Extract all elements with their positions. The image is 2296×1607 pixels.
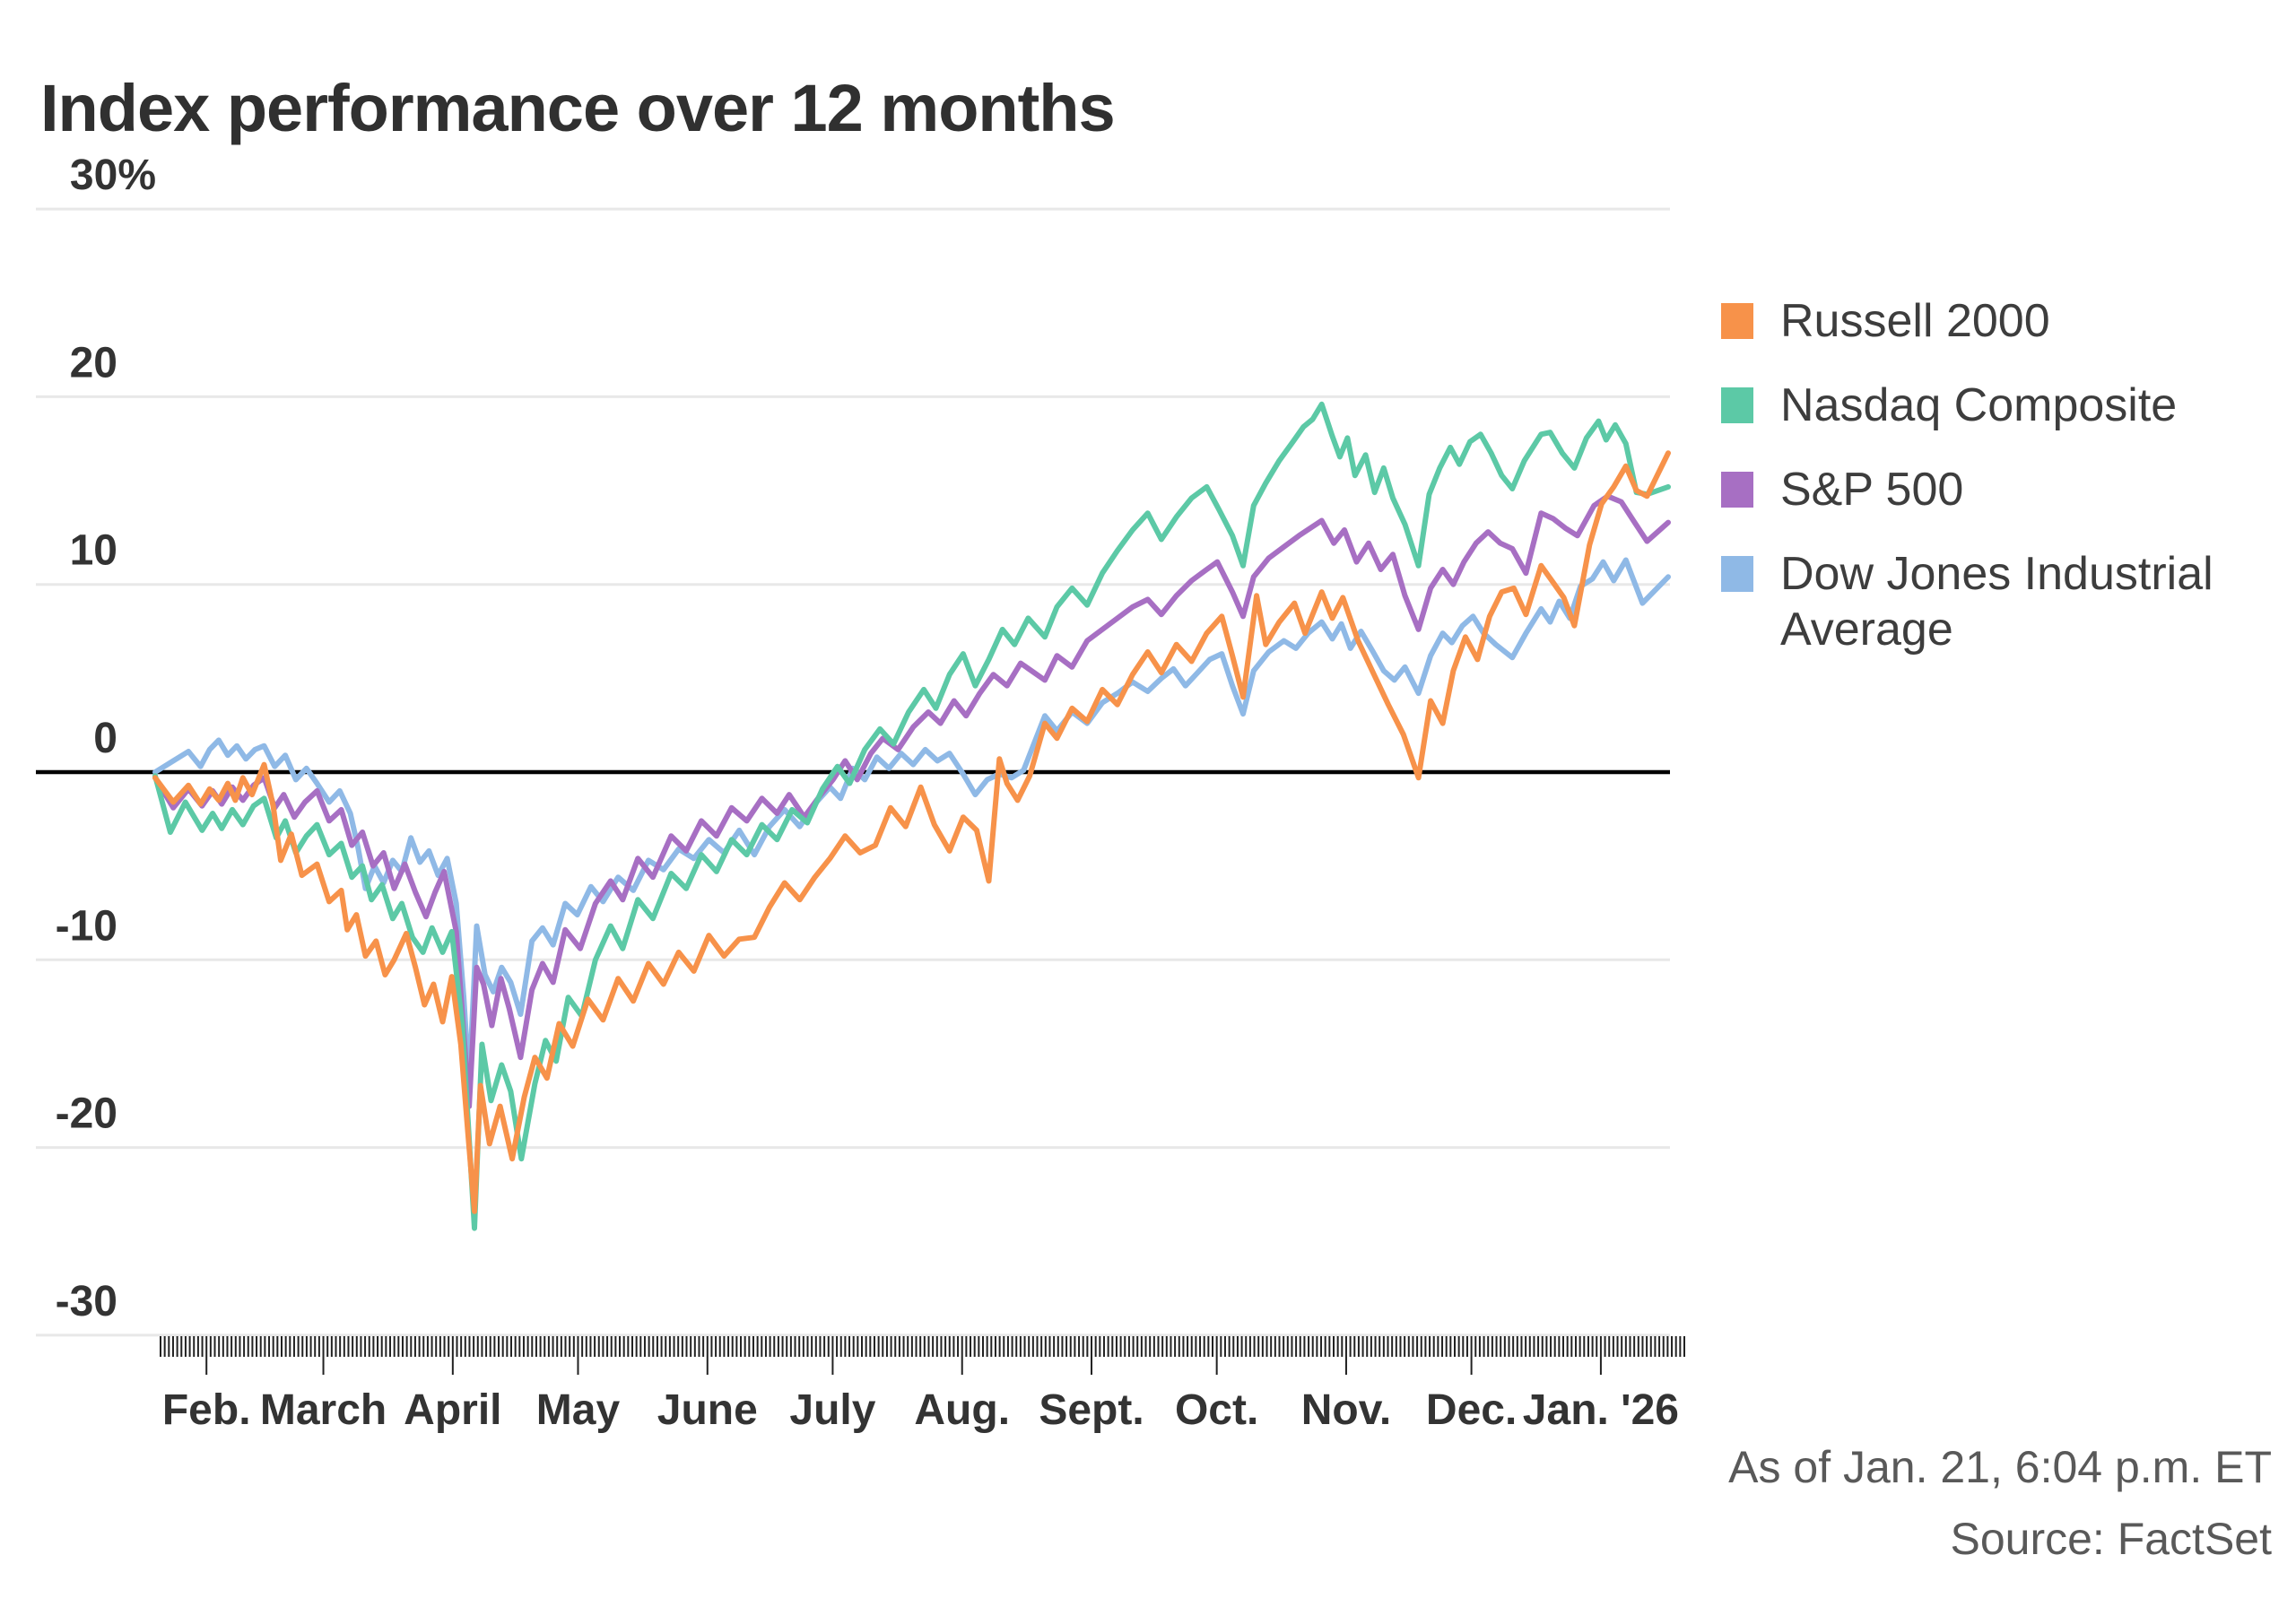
legend-item-sp-500: S&P 500 [1721, 464, 2259, 517]
legend-label-sp-500: S&P 500 [1780, 464, 1964, 516]
legend-label-nasdaq-composite: Nasdaq Composite [1780, 379, 2178, 431]
legend: Russell 2000 Nasdaq Composite S&P 500 Do… [1721, 295, 2259, 696]
y-axis-label: 0 [93, 715, 117, 762]
series-line-nasdaq-composite [152, 401, 1671, 1231]
x-axis-label: June [657, 1386, 758, 1434]
legend-item-russell-2000: Russell 2000 [1721, 295, 2259, 349]
source-credit: Source: FactSet [1950, 1514, 2273, 1564]
x-axis-label: Sept. [1039, 1386, 1144, 1434]
chart-footnotes: As of Jan. 21, 6:04 p.m. ET Source: Fact… [1728, 1431, 2272, 1575]
y-axis-label: -30 [56, 1278, 117, 1325]
x-axis-label: May [536, 1386, 621, 1434]
x-axis-label: July [789, 1386, 875, 1434]
legend-swatch-dow-jones [1721, 556, 1753, 592]
y-axis-label: -20 [56, 1090, 117, 1138]
x-axis-label: Nov. [1301, 1386, 1391, 1434]
legend-swatch-russell-2000 [1721, 303, 1753, 339]
x-axis-label: March [260, 1386, 387, 1434]
y-axis-label: 10 [70, 527, 117, 575]
y-axis-label: 20 [70, 339, 117, 387]
series-line-s-p-500 [152, 493, 1671, 1109]
x-axis-label: April [404, 1386, 501, 1434]
y-axis-label: 30% [70, 152, 156, 199]
legend-swatch-sp-500 [1721, 472, 1753, 508]
series-line-russell-2000 [152, 450, 1671, 1214]
legend-item-dow-jones: Dow Jones Industrial Average [1721, 548, 2259, 657]
series-line-dow-jones-industrial-average [152, 557, 1671, 1087]
x-axis-label: Oct. [1175, 1386, 1258, 1434]
legend-swatch-nasdaq-composite [1721, 387, 1753, 423]
x-axis-label: Aug. [914, 1386, 1010, 1434]
x-axis-label: Feb. [162, 1386, 251, 1434]
legend-label-russell-2000: Russell 2000 [1780, 295, 2050, 347]
x-axis-label: Jan. '26 [1523, 1386, 1679, 1434]
y-axis-label: -10 [56, 902, 117, 950]
chart-title: Index performance over 12 months [40, 70, 1116, 145]
x-axis-label: Dec. [1426, 1386, 1517, 1434]
as-of-timestamp: As of Jan. 21, 6:04 p.m. ET [1728, 1442, 2272, 1492]
legend-item-nasdaq-composite: Nasdaq Composite [1721, 379, 2259, 433]
legend-label-dow-jones: Dow Jones Industrial Average [1780, 548, 2213, 656]
